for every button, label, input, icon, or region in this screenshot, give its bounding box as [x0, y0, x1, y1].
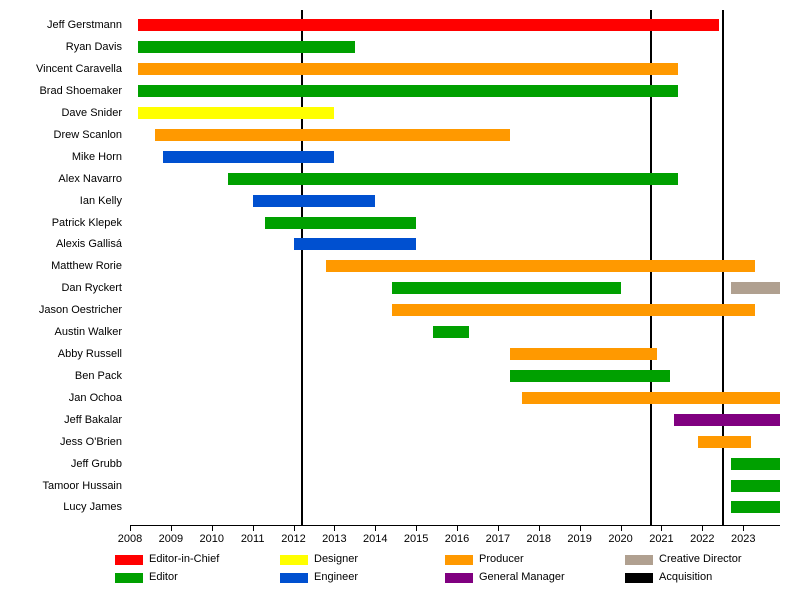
x-tick-label: 2022 [690, 533, 714, 545]
x-tick-label: 2011 [241, 533, 265, 545]
x-tick [334, 525, 335, 531]
person-label: Alexis Gallisá [0, 238, 122, 250]
person-label: Alex Navarro [0, 173, 122, 185]
legend-label: Editor-in-Chief [149, 553, 219, 565]
person-label: Drew Scanlon [0, 129, 122, 141]
x-tick-label: 2021 [649, 533, 673, 545]
person-label: Jeff Grubb [0, 458, 122, 470]
person-label: Mike Horn [0, 151, 122, 163]
tenure-bar [731, 501, 780, 513]
x-tick [539, 525, 540, 531]
legend-label: Acquisition [659, 571, 712, 583]
tenure-bar [731, 480, 780, 492]
tenure-bar [294, 238, 417, 250]
legend-swatch [625, 555, 653, 565]
x-tick [498, 525, 499, 531]
legend-label: Designer [314, 553, 358, 565]
tenure-bar [138, 41, 355, 53]
person-label: Matthew Rorie [0, 260, 122, 272]
x-tick-label: 2023 [731, 533, 755, 545]
x-tick-label: 2008 [118, 533, 142, 545]
legend-label: Creative Director [659, 553, 742, 565]
x-tick [171, 525, 172, 531]
x-tick-label: 2012 [281, 533, 305, 545]
legend-swatch [115, 555, 143, 565]
tenure-bar [265, 217, 416, 229]
legend-swatch [445, 555, 473, 565]
person-label: Ryan Davis [0, 41, 122, 53]
person-label: Jan Ochoa [0, 392, 122, 404]
legend-swatch [445, 573, 473, 583]
person-label: Lucy James [0, 501, 122, 513]
tenure-bar [510, 370, 669, 382]
tenure-bar [674, 414, 780, 426]
tenure-bar [138, 85, 678, 97]
x-tick-label: 2009 [159, 533, 183, 545]
x-tick-label: 2017 [486, 533, 510, 545]
tenure-bar [253, 195, 376, 207]
tenure-bar [433, 326, 470, 338]
person-label: Tamoor Hussain [0, 480, 122, 492]
x-tick [212, 525, 213, 531]
x-tick [580, 525, 581, 531]
x-axis [130, 525, 780, 526]
tenure-bar [392, 282, 621, 294]
x-tick-label: 2018 [527, 533, 551, 545]
tenure-bar [731, 282, 780, 294]
tenure-bar [138, 107, 334, 119]
x-tick [457, 525, 458, 531]
person-label: Dan Ryckert [0, 282, 122, 294]
x-tick-label: 2019 [567, 533, 591, 545]
legend-swatch [280, 573, 308, 583]
gantt-chart: 2008 2009 2010 2011 2012 2013 2014 2015 2016 2017… [0, 0, 800, 597]
tenure-bar [138, 19, 719, 31]
x-tick [253, 525, 254, 531]
person-label: Abby Russell [0, 348, 122, 360]
legend-swatch [625, 573, 653, 583]
tenure-bar [731, 458, 780, 470]
legend-label: Producer [479, 553, 524, 565]
person-label: Jeff Bakalar [0, 414, 122, 426]
x-tick [702, 525, 703, 531]
tenure-bar [155, 129, 511, 141]
tenure-bar [163, 151, 335, 163]
person-label: Vincent Caravella [0, 63, 122, 75]
person-label: Ben Pack [0, 370, 122, 382]
person-label: Ian Kelly [0, 195, 122, 207]
x-tick-label: 2016 [445, 533, 469, 545]
x-tick [621, 525, 622, 531]
tenure-bar [228, 173, 678, 185]
legend-label: General Manager [479, 571, 565, 583]
person-label: Patrick Klepek [0, 217, 122, 229]
tenure-bar [698, 436, 751, 448]
x-tick [294, 525, 295, 531]
tenure-bar [326, 260, 755, 272]
legend-swatch [115, 573, 143, 583]
legend-label: Editor [149, 571, 178, 583]
person-label: Jason Oestricher [0, 304, 122, 316]
x-tick [743, 525, 744, 531]
person-label: Brad Shoemaker [0, 85, 122, 97]
tenure-bar [138, 63, 678, 75]
person-label: Dave Snider [0, 107, 122, 119]
tenure-bar [392, 304, 756, 316]
person-label: Jeff Gerstmann [0, 19, 122, 31]
x-tick-label: 2010 [200, 533, 224, 545]
legend-label: Engineer [314, 571, 358, 583]
x-tick-label: 2015 [404, 533, 428, 545]
x-tick [375, 525, 376, 531]
x-tick [416, 525, 417, 531]
x-tick-label: 2013 [322, 533, 346, 545]
legend-swatch [280, 555, 308, 565]
x-tick-label: 2020 [608, 533, 632, 545]
tenure-bar [510, 348, 657, 360]
person-label: Austin Walker [0, 326, 122, 338]
x-tick-label: 2014 [363, 533, 387, 545]
x-tick [661, 525, 662, 531]
tenure-bar [522, 392, 780, 404]
x-tick [130, 525, 131, 531]
person-label: Jess O'Brien [0, 436, 122, 448]
